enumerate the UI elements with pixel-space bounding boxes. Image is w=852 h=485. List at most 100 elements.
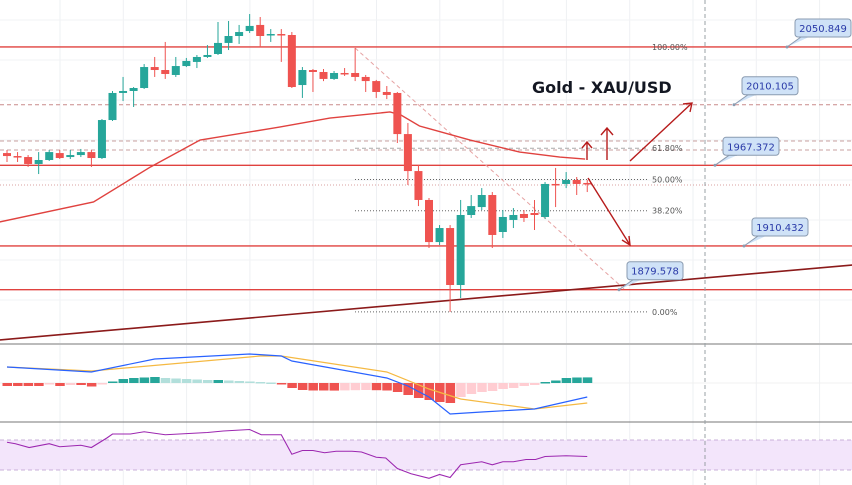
candle-body	[583, 182, 592, 185]
macd-histogram-bar	[530, 383, 540, 385]
callout-box	[722, 136, 780, 156]
fibonacci-retracement: 100.00% 61.80% 50.00% 38.20% 0.00%	[355, 43, 688, 317]
macd-histogram-bar	[171, 378, 181, 383]
overlays	[0, 47, 852, 341]
candle-body	[509, 214, 518, 220]
candle-body	[235, 32, 244, 36]
price-callouts: 2050.849 2010.105 1967.372 1910.432 1879.578	[617, 18, 852, 292]
candle-body	[351, 72, 360, 77]
candle-body	[446, 228, 455, 286]
candle-body	[562, 179, 571, 184]
fib-label: 61.80%	[652, 144, 683, 153]
macd-histogram-bar	[86, 383, 97, 387]
candle-body	[119, 90, 128, 93]
macd-histogram-bar	[97, 383, 107, 385]
callout-price-label: 1967.372	[727, 142, 775, 153]
candle-body	[382, 91, 391, 95]
macd-histogram-bar	[413, 383, 424, 398]
candle-body	[108, 92, 117, 121]
callout-pointer	[714, 154, 737, 166]
macd-histogram-bar	[340, 383, 350, 391]
callout-pointer	[743, 235, 766, 247]
macd-histogram-bar	[498, 383, 508, 389]
macd-histogram-bar	[508, 383, 519, 388]
candle-body	[150, 67, 159, 71]
macd-histogram-bar	[287, 383, 297, 388]
macd-line	[6, 353, 588, 415]
candle-body	[224, 35, 233, 43]
callout-anchor	[617, 288, 621, 292]
macd-histogram-bar	[108, 381, 118, 383]
callout-box	[794, 18, 852, 38]
candle-body	[277, 34, 286, 36]
candle-body	[551, 183, 560, 186]
macd-histogram-bar	[34, 383, 44, 386]
candle-body	[414, 171, 423, 200]
candle-body	[488, 195, 497, 235]
candle-body	[140, 67, 149, 89]
fib-label: 0.00%	[652, 308, 678, 317]
arrow-drawings	[581, 102, 693, 247]
callout-price-label: 1879.578	[631, 267, 679, 278]
candle-body	[530, 213, 539, 215]
candles	[3, 14, 592, 312]
candle-body	[45, 152, 54, 161]
rsi-pane	[0, 428, 852, 479]
up-arrow-icon	[581, 140, 593, 160]
macd-histogram-bar	[561, 378, 572, 383]
candle-body	[361, 76, 370, 82]
chart-title: Gold - XAU/USD	[532, 78, 672, 97]
macd-histogram-bar	[519, 383, 529, 386]
candle-body	[13, 156, 22, 158]
candle-body	[87, 152, 96, 159]
callout-price-label: 2010.105	[746, 82, 794, 93]
callout-box	[751, 217, 809, 237]
candle-body	[245, 25, 254, 32]
candle-body	[66, 155, 75, 158]
candle-body	[34, 160, 43, 164]
macd-histogram-bar	[266, 382, 276, 384]
macd-histogram-bar	[403, 383, 413, 395]
rsi-line	[6, 428, 588, 479]
callout-price-label: 1910.432	[756, 223, 804, 234]
macd-histogram-bar	[350, 383, 361, 391]
candle-body	[55, 153, 64, 159]
candle-body	[76, 152, 85, 156]
macd-histogram-bar	[361, 383, 371, 390]
macd-histogram-bar	[160, 378, 171, 383]
macd-histogram-bar	[181, 379, 192, 383]
candle-body	[182, 60, 191, 67]
macd-histogram-bar	[224, 380, 234, 383]
callout-anchor	[732, 103, 736, 107]
macd-histogram-bar	[150, 377, 160, 383]
candle-body	[203, 54, 212, 57]
candle-body	[330, 72, 339, 79]
macd-histogram-bar	[202, 380, 213, 383]
rsi-band	[0, 440, 852, 470]
macd-histogram-bar	[392, 383, 403, 392]
fib-label: 50.00%	[652, 175, 683, 184]
candle-body	[161, 70, 170, 74]
candle-body	[266, 34, 275, 36]
candle-body	[572, 179, 581, 184]
candle-body	[256, 24, 265, 36]
up-arrow-icon	[600, 126, 614, 160]
macd-histogram-bar	[276, 383, 287, 385]
candle-body	[541, 183, 550, 217]
macd-histogram-bar	[129, 378, 139, 383]
callout-price-label: 2050.849	[799, 24, 847, 35]
macd-histogram-bar	[234, 381, 245, 383]
macd-histogram-bar	[13, 383, 23, 386]
macd-histogram-bar	[424, 383, 434, 400]
macd-histogram-bar	[118, 379, 129, 383]
callout-anchor	[742, 244, 746, 248]
trendline	[0, 264, 852, 341]
callout-box	[741, 76, 799, 96]
candle-body	[298, 70, 307, 86]
candle-body	[340, 72, 349, 75]
candle-body	[425, 199, 433, 243]
candle-body	[519, 214, 528, 218]
